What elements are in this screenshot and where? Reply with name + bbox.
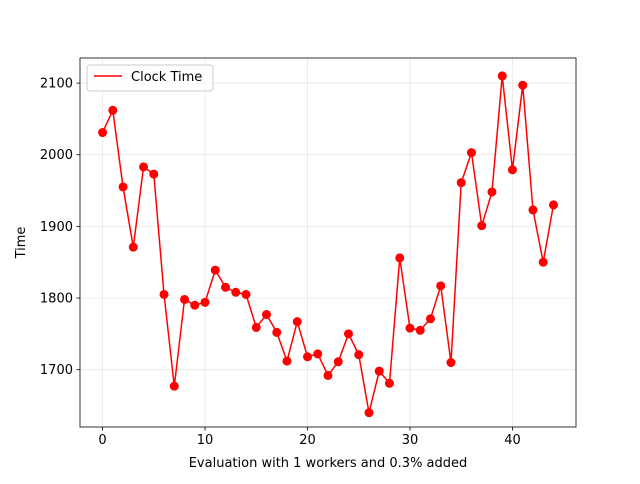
data-point — [456, 178, 466, 188]
data-point — [292, 317, 302, 327]
x-tick-label: 30 — [402, 433, 419, 448]
y-axis-label: Time — [14, 227, 29, 260]
data-point — [477, 221, 487, 231]
data-point — [374, 366, 384, 376]
data-point — [395, 253, 405, 263]
data-point — [323, 370, 333, 380]
data-point — [169, 381, 179, 391]
x-tick-label: 20 — [299, 433, 316, 448]
data-point — [303, 352, 313, 362]
data-point — [231, 287, 241, 297]
data-point — [313, 349, 323, 359]
legend-label: Clock Time — [131, 70, 202, 85]
data-point — [190, 300, 200, 310]
data-point — [538, 257, 548, 267]
data-point — [384, 378, 394, 388]
data-point — [425, 314, 435, 324]
y-tick-label: 2000 — [40, 148, 73, 163]
legend: Clock Time — [86, 64, 214, 92]
data-point — [497, 71, 507, 81]
x-tick-label: 0 — [98, 433, 106, 448]
data-point — [364, 408, 374, 418]
data-point — [518, 80, 528, 90]
data-point — [159, 289, 169, 299]
data-point — [221, 282, 231, 292]
data-point — [108, 105, 118, 115]
data-point — [139, 162, 149, 172]
data-point — [415, 325, 425, 335]
data-point — [200, 297, 210, 307]
y-tick-label: 2100 — [40, 77, 73, 92]
data-point — [118, 182, 128, 192]
data-point — [241, 289, 251, 299]
data-point — [149, 169, 159, 179]
data-point — [180, 294, 190, 304]
data-point — [128, 242, 138, 252]
data-point — [333, 357, 343, 367]
plot-area-frame — [79, 57, 577, 428]
y-tick-label: 1700 — [40, 363, 73, 378]
data-point — [446, 358, 456, 368]
data-point — [98, 128, 108, 138]
data-point — [507, 165, 517, 175]
data-point — [487, 187, 497, 197]
data-point — [282, 356, 292, 366]
data-point — [251, 322, 261, 332]
legend-box — [86, 64, 214, 92]
y-tick-label: 1800 — [40, 292, 73, 307]
data-point — [343, 329, 353, 339]
data-point — [210, 265, 220, 275]
data-point — [436, 281, 446, 291]
data-point — [272, 327, 282, 337]
x-tick-label: 40 — [504, 433, 521, 448]
y-tick-label: 1900 — [40, 220, 73, 235]
series-layer — [98, 71, 558, 418]
axis-ticks: 0 10 20 30 40 1700 1800 1900 2000 2100 — [40, 77, 521, 448]
data-point — [405, 323, 415, 333]
grid-lines — [80, 58, 576, 427]
data-point — [466, 148, 476, 158]
data-point — [262, 310, 272, 320]
data-point — [354, 350, 364, 360]
x-axis-label: Evaluation with 1 workers and 0.3% added — [189, 456, 468, 471]
x-tick-label: 10 — [197, 433, 214, 448]
data-point — [548, 200, 558, 210]
data-point — [528, 205, 538, 215]
